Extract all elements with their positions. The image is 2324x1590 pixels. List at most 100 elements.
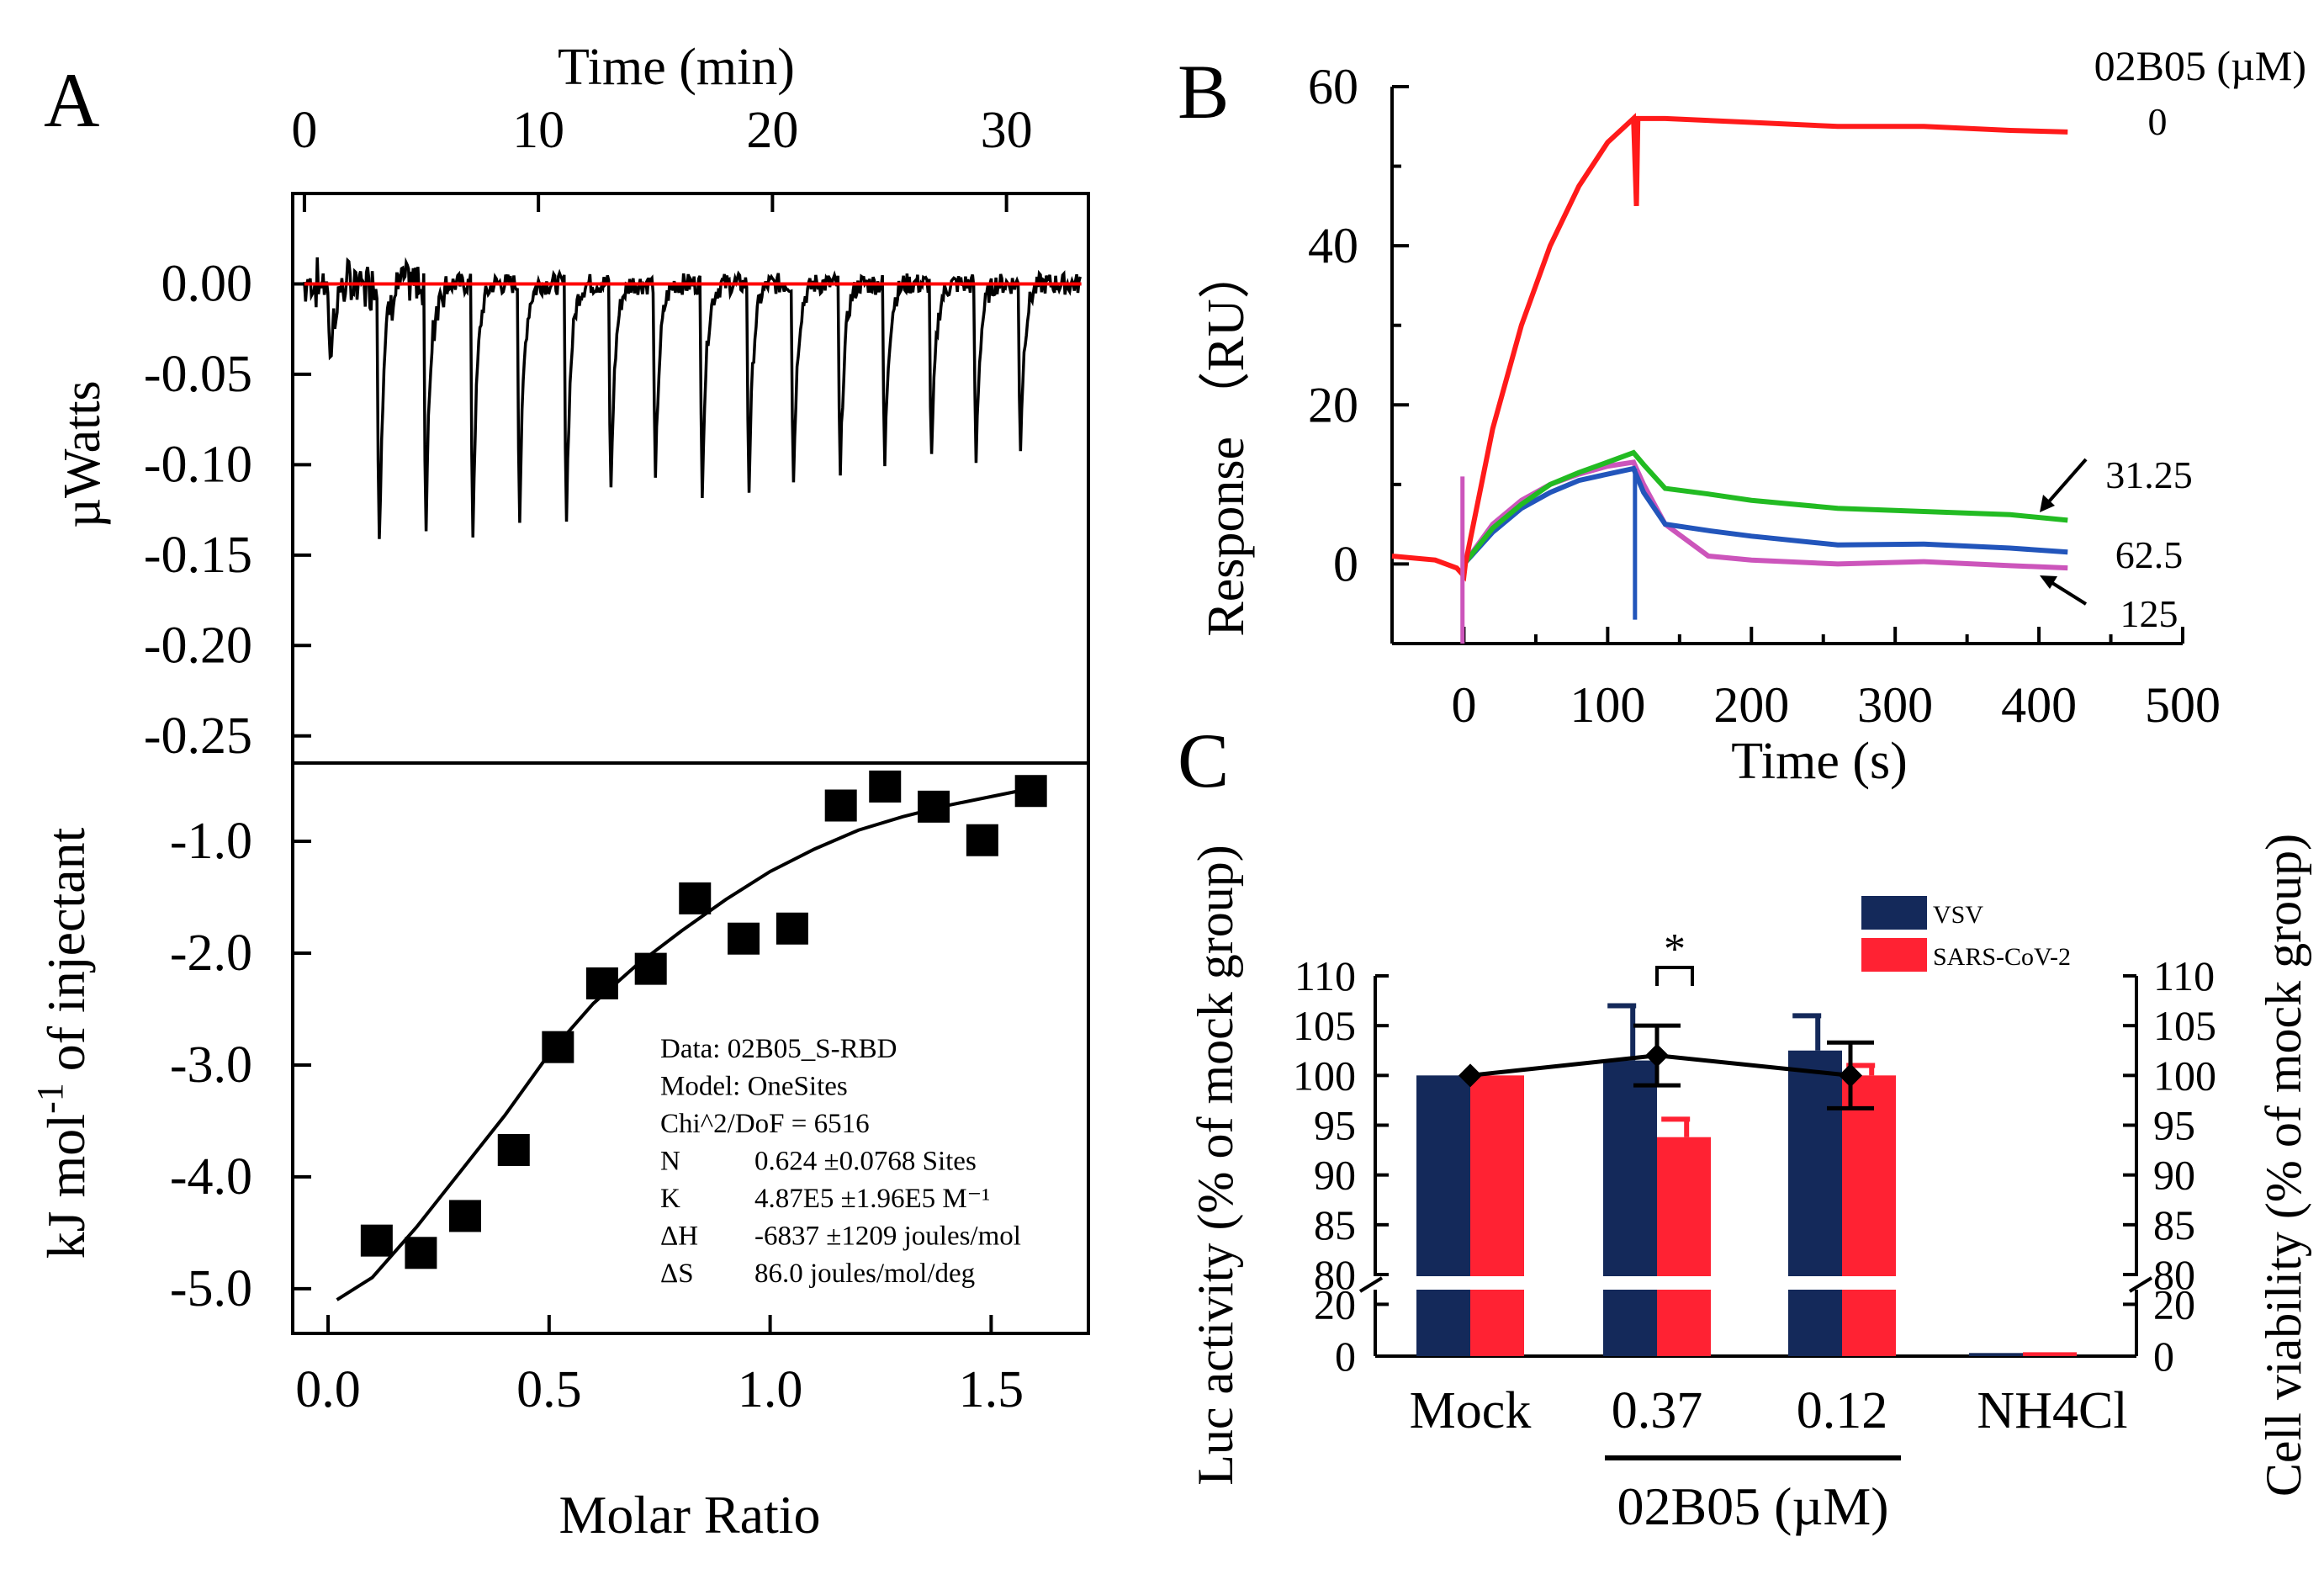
b-annot-arrow [2042, 458, 2088, 509]
c-legend: VSV SARS-CoV-2 [1861, 896, 2071, 972]
a-bottom-ylabel: kJ mol-1 of injectant [29, 827, 96, 1259]
a-bottom-data-point [918, 790, 950, 823]
a-bottom-ylabel-sup: -1 [29, 1083, 71, 1114]
a-bottom-data-point [542, 1031, 574, 1063]
b-legend-title: 02B05 (µM) [2094, 42, 2306, 89]
panel-label-a: A [44, 57, 99, 143]
a-bottom-data-point [1014, 775, 1047, 808]
b-annot-label: 0 [2148, 100, 2168, 143]
b-annotations: 0 31.25 62.5 125 [2040, 100, 2193, 635]
a-top-ytick-label: 0.00 [161, 255, 253, 312]
c-ytick-label-right: 95 [2153, 1102, 2195, 1149]
a-bottom-data-point [824, 789, 857, 822]
a-bottom-data-point [405, 1237, 437, 1269]
a-top-ytick-label: -0.20 [144, 617, 252, 674]
a-bottom-xtick-label: 0.5 [516, 1361, 582, 1418]
panel-label-b: B [1178, 49, 1229, 135]
a-bottom-ytick-label: -3.0 [170, 1036, 252, 1094]
b-ylabel: Response （RU） [1198, 246, 1255, 636]
c-viability-point [1458, 1063, 1482, 1088]
b-xtick-label: 0 [1451, 677, 1476, 733]
b-xtick-label: 400 [2001, 677, 2077, 733]
fit-report-value: 0.624 ±0.0768 Sites [754, 1147, 977, 1177]
b-xtick-label: 100 [1570, 677, 1645, 733]
fit-report-label: ΔS [660, 1259, 694, 1289]
c-ytick-label-right: 100 [2153, 1052, 2216, 1099]
a-bottom-xlabel: Molar Ratio [559, 1485, 820, 1545]
c-legend-swatch [1861, 896, 1927, 930]
fit-report-label: Model: OneSites [660, 1072, 848, 1102]
c-xtick-label: 0.12 [1797, 1382, 1888, 1439]
a-top-xtick-label: 10 [512, 102, 564, 159]
a-bottom-data-point [966, 824, 998, 856]
c-ylabel-left: Luc activity (% of mock group) [1188, 845, 1243, 1485]
b-annot-arrowhead [2040, 495, 2055, 512]
b-yticks: 0 20 40 60 [1308, 59, 1409, 591]
b-xticks: 0 100 200 300 400 500 [1451, 627, 2221, 733]
c-ytick-label-right: 0 [2153, 1333, 2174, 1380]
a-top-ytick-label: -0.25 [144, 708, 252, 765]
c-sig-star: * [1664, 925, 1686, 973]
c-xtick-label: Mock [1410, 1382, 1532, 1439]
a-bottom-data-point [679, 882, 712, 914]
a-bottom-data-point [634, 952, 667, 985]
b-annot-label: 125 [2120, 592, 2178, 635]
c-ytick-label-right: 20 [2153, 1280, 2195, 1328]
c-ytick-label-left: 100 [1293, 1052, 1356, 1099]
b-series-line [1462, 465, 2068, 566]
a-bottom-xtick-label: 0.0 [295, 1361, 361, 1418]
c-ytick-label-left: 80 [1314, 1251, 1356, 1298]
a-bottom-data-point [360, 1224, 393, 1257]
b-ytick-label: 40 [1308, 218, 1358, 273]
c-bar [1788, 1050, 1842, 1356]
panel-a: Time (min) 0 10 20 30 0.00 -0.05 -0.10 -0.15 -0… [29, 39, 1090, 1545]
c-ytick-label-right: 90 [2153, 1152, 2195, 1199]
a-bottom-plot [336, 770, 1047, 1301]
c-bars [1416, 1003, 2077, 1356]
c-ytick-label-left: 95 [1314, 1102, 1356, 1149]
c-ytick-label-left: 90 [1314, 1152, 1356, 1199]
b-series-line [1391, 113, 2068, 582]
b-ytick-label: 0 [1333, 536, 1358, 591]
c-xtick-label: 0.37 [1612, 1382, 1703, 1439]
c-xtick-label: NH4Cl [1977, 1382, 2127, 1439]
c-ytick-label-left: 20 [1314, 1280, 1356, 1328]
fit-report-value: 4.87E5 ±1.96E5 M⁻¹ [754, 1184, 990, 1214]
a-bottom-ylabel-main: kJ mol [36, 1114, 96, 1259]
c-viability-line [1458, 1023, 1874, 1110]
a-bottom-ytick-label: -1.0 [170, 813, 252, 870]
a-bottom-data-point [776, 912, 808, 945]
a-top-ylabel: µWatts [54, 380, 111, 527]
fit-report-label: N [660, 1147, 680, 1177]
a-bottom-ytick-label: -4.0 [170, 1148, 252, 1206]
c-bar [1603, 1060, 1657, 1356]
c-break-mark [1358, 1276, 1384, 1293]
b-plot [1391, 113, 2068, 644]
fit-report-label: Data: 02B05_S-RBD [660, 1034, 897, 1064]
a-top-xtick-label: 0 [291, 102, 317, 159]
c-break-mark [2128, 1276, 2153, 1293]
a-top-plot [303, 257, 1082, 539]
c-sig-bracket [1655, 966, 1694, 986]
c-bar [1842, 1075, 1896, 1356]
b-xtick-label: 200 [1713, 677, 1789, 733]
a-bottom-ylabel-suffix: of injectant [36, 827, 96, 1071]
a-top-ytick-label: -0.15 [144, 527, 252, 584]
a-top-xticks: 0 10 20 30 [291, 102, 1033, 212]
a-top-xtick-label: 30 [981, 102, 1033, 159]
c-ytick-label-right: 110 [2153, 952, 2215, 999]
c-bar [1416, 1075, 1470, 1356]
c-bar [1657, 1137, 1711, 1356]
a-top-xtick-label: 20 [746, 102, 798, 159]
b-xtick-label: 500 [2145, 677, 2221, 733]
c-bar [1470, 1075, 1524, 1356]
b-ytick-label: 20 [1308, 377, 1358, 432]
c-ytick-label-left: 0 [1335, 1333, 1356, 1380]
a-bottom-data-point [497, 1133, 530, 1166]
c-ytick-label-left: 85 [1314, 1201, 1356, 1248]
a-top-ytick-label: -0.05 [144, 346, 252, 403]
a-bottom-ytick-label: -5.0 [170, 1260, 252, 1317]
